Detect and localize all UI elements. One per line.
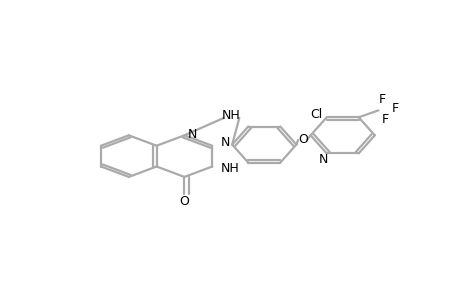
Text: F: F <box>391 102 398 115</box>
Text: O: O <box>298 133 308 146</box>
Text: O: O <box>179 195 189 208</box>
Text: Cl: Cl <box>309 108 321 121</box>
Text: F: F <box>378 93 385 106</box>
Text: N: N <box>187 128 196 141</box>
Text: N: N <box>221 136 230 149</box>
Text: N: N <box>319 153 328 166</box>
Text: NH: NH <box>221 162 239 175</box>
Text: NH: NH <box>222 109 241 122</box>
Text: F: F <box>381 113 388 126</box>
